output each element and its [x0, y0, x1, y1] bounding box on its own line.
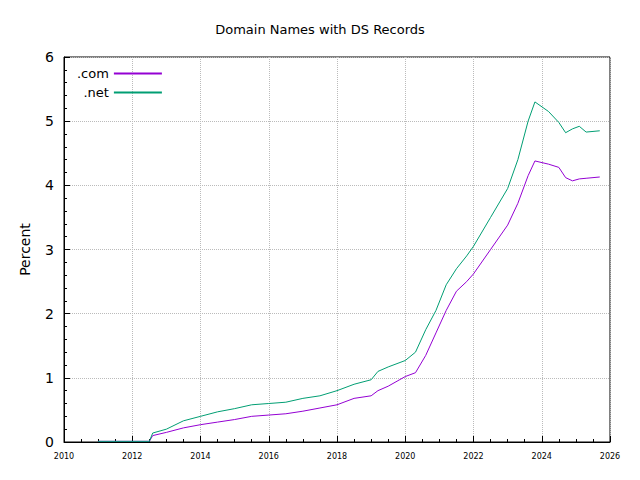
svg-text:0: 0 — [45, 434, 54, 450]
svg-text:2010: 2010 — [54, 452, 74, 461]
svg-text:.net: .net — [83, 85, 108, 100]
svg-text:2022: 2022 — [463, 452, 483, 461]
svg-text:6: 6 — [45, 49, 54, 65]
svg-text:Domain Names with DS Records: Domain Names with DS Records — [215, 22, 425, 37]
svg-text:2018: 2018 — [327, 452, 347, 461]
svg-text:Percent: Percent — [17, 223, 33, 276]
svg-text:1: 1 — [45, 370, 54, 386]
svg-text:2014: 2014 — [190, 452, 210, 461]
svg-text:5: 5 — [45, 113, 54, 129]
svg-text:2024: 2024 — [532, 452, 552, 461]
svg-text:.com: .com — [77, 66, 109, 81]
svg-text:3: 3 — [45, 242, 54, 258]
svg-text:4: 4 — [45, 177, 54, 193]
svg-text:2012: 2012 — [122, 452, 142, 461]
svg-text:2020: 2020 — [395, 452, 415, 461]
svg-text:2026: 2026 — [600, 452, 620, 461]
svg-text:2: 2 — [45, 306, 54, 322]
svg-text:2016: 2016 — [259, 452, 279, 461]
